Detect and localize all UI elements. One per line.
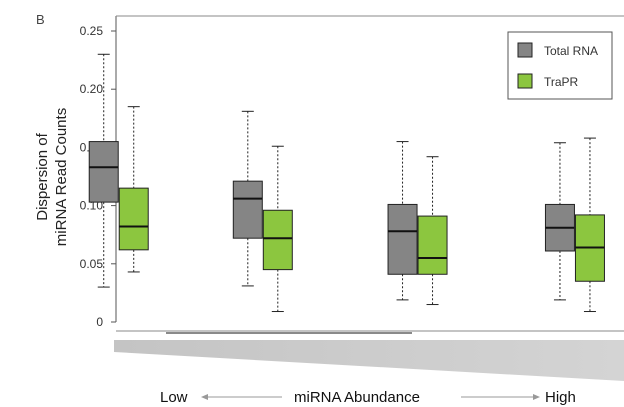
box-total-rna-2 (232, 110, 263, 287)
box-total-rna-1 (88, 53, 119, 288)
legend-swatch-trapr (517, 73, 533, 89)
box-trapr-4 (574, 137, 605, 313)
legend: Total RNA TraPR (507, 31, 613, 100)
y-tick-label: 0 (96, 315, 103, 329)
abundance-wedge (114, 340, 624, 381)
legend-label-trapr: TraPR (544, 75, 579, 89)
box-iqr (88, 141, 119, 203)
box-trapr-2 (262, 145, 293, 313)
x-axis-abundance-label: Low miRNA Abundance High (160, 389, 576, 406)
legend-label-total-rna: Total RNA (544, 44, 598, 58)
panel-label: B (36, 12, 45, 27)
right-arrow-icon (533, 394, 540, 400)
x-axis-center-label: miRNA Abundance (294, 389, 420, 406)
left-arrow-icon (201, 394, 208, 400)
y-axis-label-line-2: miRNA Read Counts (53, 108, 70, 246)
box-series-group (88, 53, 605, 313)
box-total-rna-3 (387, 141, 418, 301)
box-iqr (387, 203, 418, 275)
box-iqr (417, 215, 448, 275)
box-iqr (232, 180, 263, 239)
box-trapr-1 (118, 106, 149, 273)
y-tick-label: 0.20 (80, 82, 104, 96)
box-total-rna-4 (544, 142, 575, 301)
x-axis-low-label: Low (160, 389, 188, 406)
box-iqr (262, 209, 293, 271)
x-axis-high-label: High (545, 389, 576, 406)
y-axis-label: Dispersion of miRNA Read Counts (34, 108, 70, 246)
y-tick-label: 0.25 (80, 24, 104, 38)
box-iqr (118, 187, 149, 251)
box-trapr-3 (417, 156, 448, 306)
y-axis-label-line-1: Dispersion of (34, 132, 51, 220)
legend-swatch-total-rna (517, 42, 533, 58)
y-tick-label: 0.05 (80, 257, 104, 271)
